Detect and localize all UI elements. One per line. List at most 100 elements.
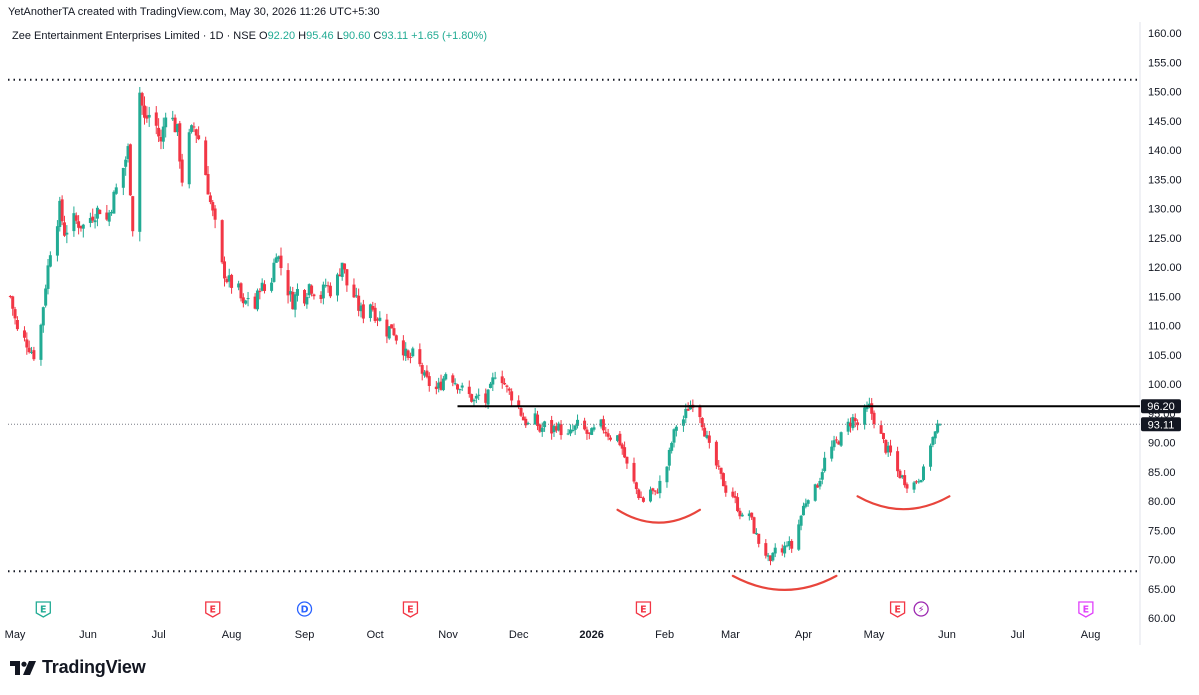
candle — [418, 343, 422, 367]
candle — [507, 387, 511, 395]
earnings-marker[interactable]: E — [35, 601, 51, 618]
pattern-arc — [856, 495, 951, 511]
candle — [434, 381, 438, 395]
candle-body — [279, 255, 283, 269]
candle — [197, 126, 201, 141]
dividend-marker[interactable]: D — [296, 601, 313, 617]
candle-body — [484, 393, 488, 403]
candle — [769, 555, 773, 566]
event-markers[interactable]: E E D E E E ⚡ E — [35, 601, 1094, 618]
candle-body — [110, 211, 114, 214]
candle — [357, 288, 361, 317]
candle — [220, 219, 224, 265]
candle — [157, 118, 161, 143]
candle-body — [408, 356, 412, 358]
time-tick-label: Jun — [79, 629, 97, 641]
candle-body — [550, 420, 554, 434]
time-tick-label: Jun — [938, 629, 956, 641]
candle — [91, 208, 95, 223]
candle — [131, 195, 135, 237]
candle-body — [392, 328, 396, 336]
candle-body — [681, 419, 685, 426]
candle — [576, 414, 580, 429]
candlestick-chart[interactable]: 160.00 155.00 150.00 145.00 140.00 135.00 130.… — [0, 0, 1199, 650]
candle-body — [914, 481, 918, 483]
candle — [623, 441, 627, 459]
candle — [44, 284, 48, 308]
candle-body — [929, 445, 933, 467]
candle — [420, 362, 424, 381]
candle — [32, 346, 36, 361]
candle-body — [470, 394, 474, 402]
candle — [554, 422, 558, 433]
candle-body — [192, 126, 196, 128]
price-tick-label: 80.00 — [1148, 496, 1176, 508]
candle — [559, 420, 563, 440]
earnings-marker[interactable]: E — [205, 601, 221, 618]
candle-body — [286, 270, 290, 296]
earnings-marker[interactable]: E — [402, 601, 419, 618]
candle-body — [785, 545, 789, 547]
candle-body — [587, 432, 591, 434]
candle-body — [140, 93, 144, 106]
candle-body — [771, 552, 775, 561]
candle-body — [912, 482, 916, 490]
candle — [780, 544, 784, 556]
candle-body — [237, 283, 241, 288]
candle-body — [738, 510, 742, 517]
candle — [905, 482, 909, 494]
candle — [601, 415, 605, 434]
time-axis[interactable]: May Jun Jul Aug Sep Oct Nov Dec 2026 Feb Mar Apr May… — [5, 629, 1101, 641]
candle — [804, 498, 808, 509]
candle-body — [500, 376, 504, 384]
candle — [72, 206, 76, 237]
split-marker[interactable]: ⚡ — [913, 601, 929, 617]
candle-body — [620, 444, 624, 449]
candle — [204, 136, 208, 176]
candle — [361, 299, 365, 324]
candle-body — [307, 284, 311, 296]
candle-body — [204, 140, 208, 176]
candle-body — [41, 307, 45, 326]
candle — [74, 212, 78, 224]
candle-body — [898, 470, 902, 479]
candle-body — [568, 429, 572, 434]
time-tick-label: May — [864, 629, 885, 641]
price-tick-label: 65.00 — [1148, 584, 1176, 596]
svg-text:D: D — [301, 605, 309, 616]
candle-body — [65, 232, 69, 235]
earnings-marker[interactable]: E — [635, 601, 652, 618]
candle-body — [543, 421, 547, 428]
earnings-marker[interactable]: E — [1078, 601, 1094, 618]
candle-body — [138, 92, 142, 232]
candle-body — [599, 419, 603, 427]
candle-body — [900, 475, 904, 478]
candle — [48, 251, 52, 268]
candle — [470, 393, 474, 403]
candle — [757, 533, 761, 548]
candle — [938, 423, 942, 426]
candle-body — [225, 279, 229, 283]
candle-body — [375, 319, 379, 321]
candle — [740, 512, 744, 517]
candle — [773, 543, 777, 558]
candle-body — [750, 512, 754, 518]
candle — [929, 443, 933, 471]
candle-body — [22, 330, 26, 338]
candle-body — [390, 324, 394, 329]
candle — [390, 324, 394, 329]
candle — [324, 278, 328, 288]
candle — [747, 510, 751, 521]
price-axis[interactable]: 160.00 155.00 150.00 145.00 140.00 135.00 130.… — [1148, 28, 1182, 625]
candle — [851, 413, 855, 431]
candle-body — [88, 217, 92, 223]
price-tick-label: 135.00 — [1148, 174, 1182, 186]
time-tick-label: Oct — [367, 629, 384, 641]
candle-body — [223, 261, 227, 279]
candle-body — [159, 137, 163, 142]
candle-body — [917, 481, 921, 483]
candle-body — [406, 350, 410, 358]
earnings-marker[interactable]: E — [889, 601, 906, 618]
candle — [253, 293, 257, 310]
candle-body — [849, 422, 853, 427]
